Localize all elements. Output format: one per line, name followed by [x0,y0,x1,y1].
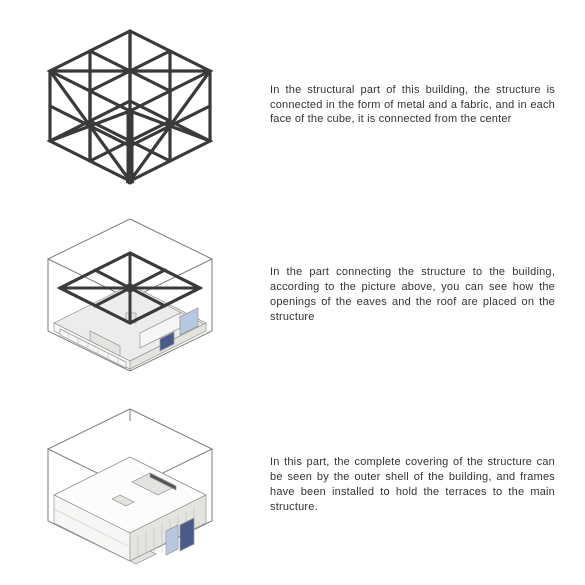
text-covering: In this part, the complete covering of t… [260,455,585,514]
diagram-connection [0,210,260,380]
row-structural: In the structural part of this building,… [0,20,585,190]
text-connection: In the part connecting the structure to … [260,265,585,324]
text-structural: In the structural part of this building,… [260,83,585,128]
diagram-covering [0,400,260,570]
row-covering: In this part, the complete covering of t… [0,400,585,570]
row-connection: In the part connecting the structure to … [0,210,585,380]
diagram-structural [0,20,260,190]
